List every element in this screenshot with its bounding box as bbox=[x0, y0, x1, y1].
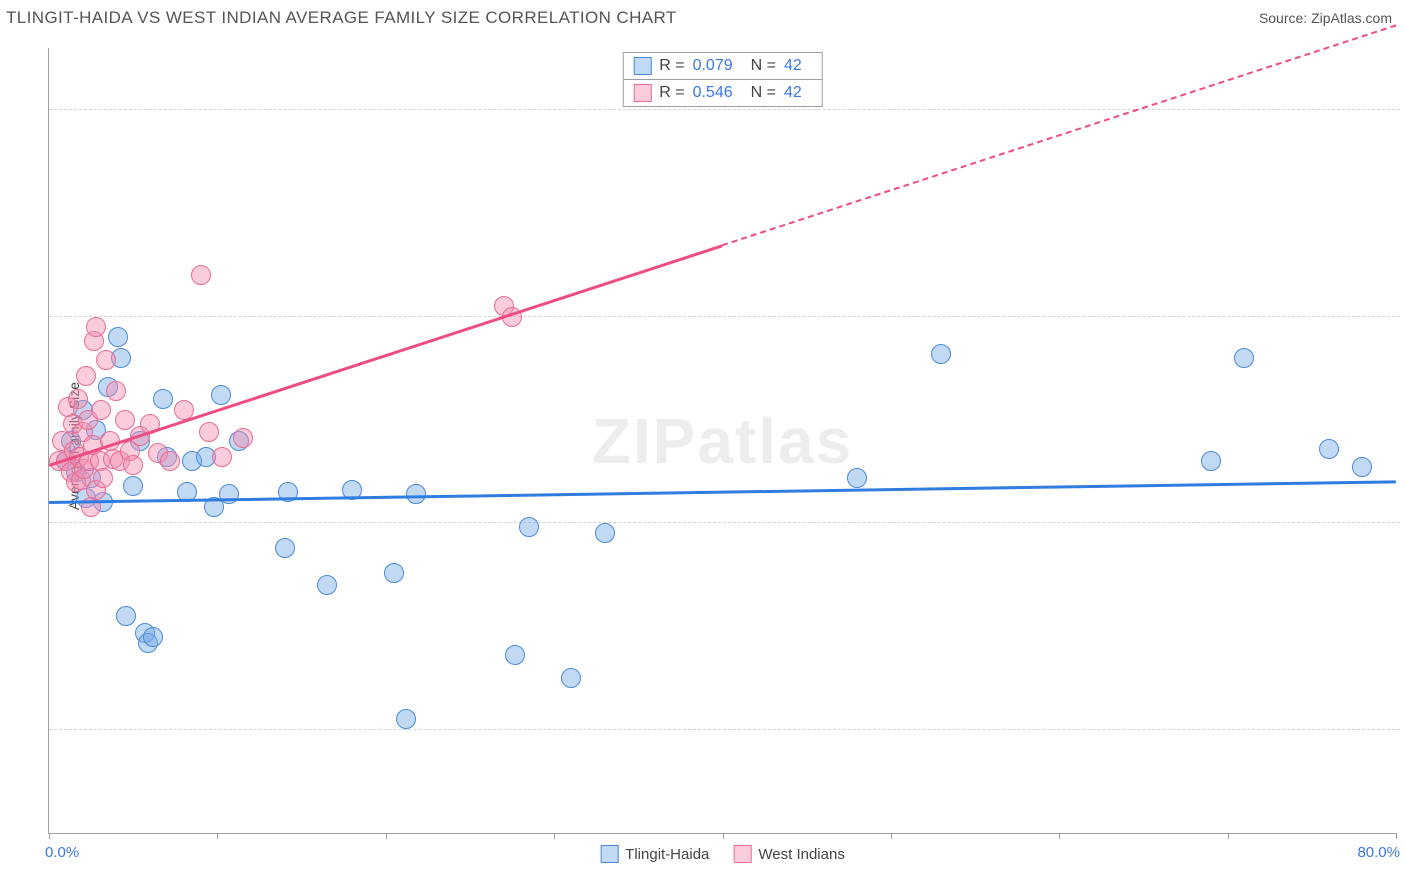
data-point bbox=[153, 389, 173, 409]
n-label: N = bbox=[751, 84, 776, 102]
data-point bbox=[76, 366, 96, 386]
data-point bbox=[211, 385, 231, 405]
x-tick bbox=[1059, 833, 1060, 839]
legend-label: West Indians bbox=[758, 846, 844, 863]
n-value: 42 bbox=[784, 57, 802, 75]
data-point bbox=[199, 422, 219, 442]
data-point bbox=[212, 447, 232, 467]
legend-item: Tlingit-Haida bbox=[600, 845, 709, 863]
series-swatch bbox=[633, 57, 651, 75]
x-tick bbox=[49, 833, 50, 839]
gridline bbox=[49, 729, 1400, 730]
data-point bbox=[191, 265, 211, 285]
data-point bbox=[1201, 451, 1221, 471]
data-point bbox=[123, 476, 143, 496]
data-point bbox=[108, 327, 128, 347]
n-value: 42 bbox=[784, 84, 802, 102]
series-legend: Tlingit-Haida West Indians bbox=[600, 845, 845, 863]
x-tick bbox=[386, 833, 387, 839]
chart-title: TLINGIT-HAIDA VS WEST INDIAN AVERAGE FAM… bbox=[6, 8, 677, 28]
data-point bbox=[1352, 457, 1372, 477]
x-tick bbox=[217, 833, 218, 839]
data-point bbox=[275, 538, 295, 558]
data-point bbox=[116, 606, 136, 626]
data-point bbox=[595, 523, 615, 543]
n-label: N = bbox=[751, 57, 776, 75]
data-point bbox=[86, 317, 106, 337]
watermark-text: ZIPatlas bbox=[592, 404, 853, 478]
data-point bbox=[317, 575, 337, 595]
x-tick bbox=[1396, 833, 1397, 839]
x-tick bbox=[554, 833, 555, 839]
source-attribution: Source: ZipAtlas.com bbox=[1259, 10, 1392, 26]
source-name: ZipAtlas.com bbox=[1311, 10, 1392, 26]
r-value: 0.079 bbox=[693, 57, 733, 75]
r-label: R = bbox=[659, 84, 684, 102]
stats-row: R = 0.079 N = 42 bbox=[623, 53, 822, 79]
data-point bbox=[931, 344, 951, 364]
data-point bbox=[505, 645, 525, 665]
r-value: 0.546 bbox=[693, 84, 733, 102]
data-point bbox=[106, 381, 126, 401]
correlation-stats-box: R = 0.079 N = 42 R = 0.546 N = 42 bbox=[622, 52, 823, 107]
data-point bbox=[219, 484, 239, 504]
data-point bbox=[93, 468, 113, 488]
data-point bbox=[96, 350, 116, 370]
data-point bbox=[396, 709, 416, 729]
legend-item: West Indians bbox=[733, 845, 844, 863]
data-point bbox=[143, 627, 163, 647]
data-point bbox=[384, 563, 404, 583]
series-swatch bbox=[633, 84, 651, 102]
legend-label: Tlingit-Haida bbox=[625, 846, 709, 863]
chart-header: TLINGIT-HAIDA VS WEST INDIAN AVERAGE FAM… bbox=[0, 0, 1406, 36]
gridline bbox=[49, 522, 1400, 523]
gridline bbox=[49, 109, 1400, 110]
source-prefix: Source: bbox=[1259, 10, 1311, 26]
data-point bbox=[115, 410, 135, 430]
x-tick bbox=[1228, 833, 1229, 839]
data-point bbox=[1319, 439, 1339, 459]
x-tick bbox=[891, 833, 892, 839]
data-point bbox=[233, 428, 253, 448]
legend-swatch bbox=[600, 845, 618, 863]
stats-row: R = 0.546 N = 42 bbox=[623, 79, 822, 106]
data-point bbox=[847, 468, 867, 488]
x-axis-max-label: 80.0% bbox=[1357, 844, 1400, 861]
data-point bbox=[519, 517, 539, 537]
data-point bbox=[561, 668, 581, 688]
x-axis-min-label: 0.0% bbox=[45, 844, 79, 861]
scatter-plot-area: ZIPatlas R =0.079N =42R =0.546N =42 Tlin… bbox=[48, 48, 1396, 834]
data-point bbox=[68, 389, 88, 409]
data-point bbox=[1234, 348, 1254, 368]
data-point bbox=[91, 400, 111, 420]
x-tick bbox=[723, 833, 724, 839]
gridline bbox=[49, 316, 1400, 317]
data-point bbox=[123, 455, 143, 475]
legend-swatch bbox=[733, 845, 751, 863]
data-point bbox=[160, 451, 180, 471]
r-label: R = bbox=[659, 57, 684, 75]
trend-line bbox=[49, 482, 1396, 503]
